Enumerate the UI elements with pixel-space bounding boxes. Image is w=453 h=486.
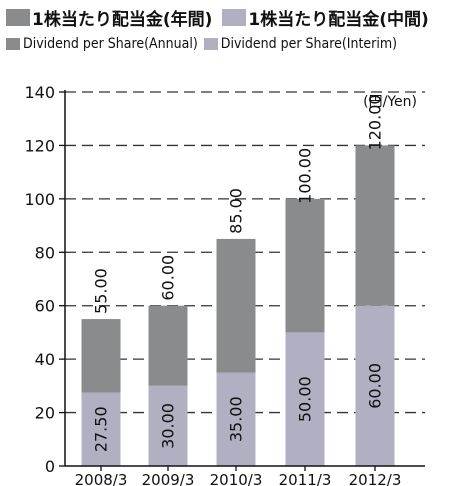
x-tick-label: 2008/3 — [75, 471, 128, 486]
legend-annual-jp: 1株当たり配当金(年間) — [32, 9, 213, 30]
data-label-interim: 50.00 — [296, 376, 315, 422]
bar-interim — [148, 385, 188, 466]
y-tick-label: 60 — [35, 297, 55, 316]
data-label-interim: 35.00 — [227, 396, 246, 442]
data-label-annual: 85.00 — [227, 188, 246, 234]
bars — [81, 145, 395, 466]
y-tick-label: 20 — [35, 404, 55, 423]
interim-swatch — [222, 8, 247, 26]
bar-annual — [216, 238, 256, 373]
x-tick-label: 2009/3 — [142, 471, 195, 486]
legend-interim-jp: 1株当たり配当金(中間) — [248, 9, 429, 30]
y-tick-label: 140 — [24, 83, 55, 102]
bar-annual — [355, 145, 395, 306]
annual-swatch — [6, 8, 30, 26]
y-tick-label: 100 — [24, 190, 55, 209]
y-tick-label: 40 — [35, 350, 55, 369]
axes — [59, 90, 425, 471]
y-tick-label: 80 — [35, 243, 55, 262]
x-tick-label: 2012/3 — [349, 471, 402, 486]
interim-swatch — [203, 38, 218, 50]
unit-label: (円/Yen) — [363, 94, 417, 110]
data-label-annual: 100.00 — [296, 148, 315, 204]
bar-interim — [285, 332, 325, 466]
bar-interim — [355, 305, 395, 466]
bar-annual — [148, 305, 188, 386]
bar-interim — [216, 372, 256, 466]
data-label-interim: 27.50 — [92, 406, 111, 452]
data-label-annual: 60.00 — [159, 255, 178, 301]
legend-japanese: 1株当たり配当金(年間) 1株当たり配当金(中間) — [6, 5, 429, 30]
bar-annual — [285, 198, 325, 333]
bar-interim — [81, 392, 121, 466]
x-tick-label: 2011/3 — [279, 471, 332, 486]
y-tick-label: 0 — [45, 457, 55, 476]
legend-interim-en: Dividend per Share(Interim) — [220, 36, 398, 52]
labels: 0 20 40 60 80 100 120 140 2008/3 27.50 55.00 2009/3… — [24, 83, 401, 486]
legend-english: Dividend per Share(Annual) Dividend per … — [6, 35, 397, 53]
legend-annual-en: Dividend per Share(Annual) — [23, 36, 198, 52]
annual-swatch — [6, 38, 20, 50]
y-tick-label: 120 — [24, 136, 55, 155]
data-label-annual: 120.00 — [366, 94, 385, 150]
data-label-interim: 30.00 — [159, 403, 178, 449]
data-label-interim: 60.00 — [366, 363, 385, 409]
x-tick-label: 2010/3 — [210, 471, 263, 486]
data-label-annual: 55.00 — [92, 268, 111, 314]
bar-annual — [81, 319, 121, 393]
